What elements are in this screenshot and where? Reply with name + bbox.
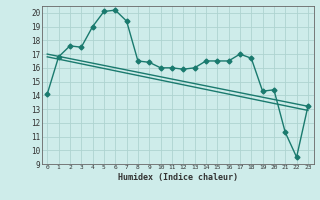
X-axis label: Humidex (Indice chaleur): Humidex (Indice chaleur) bbox=[118, 173, 237, 182]
